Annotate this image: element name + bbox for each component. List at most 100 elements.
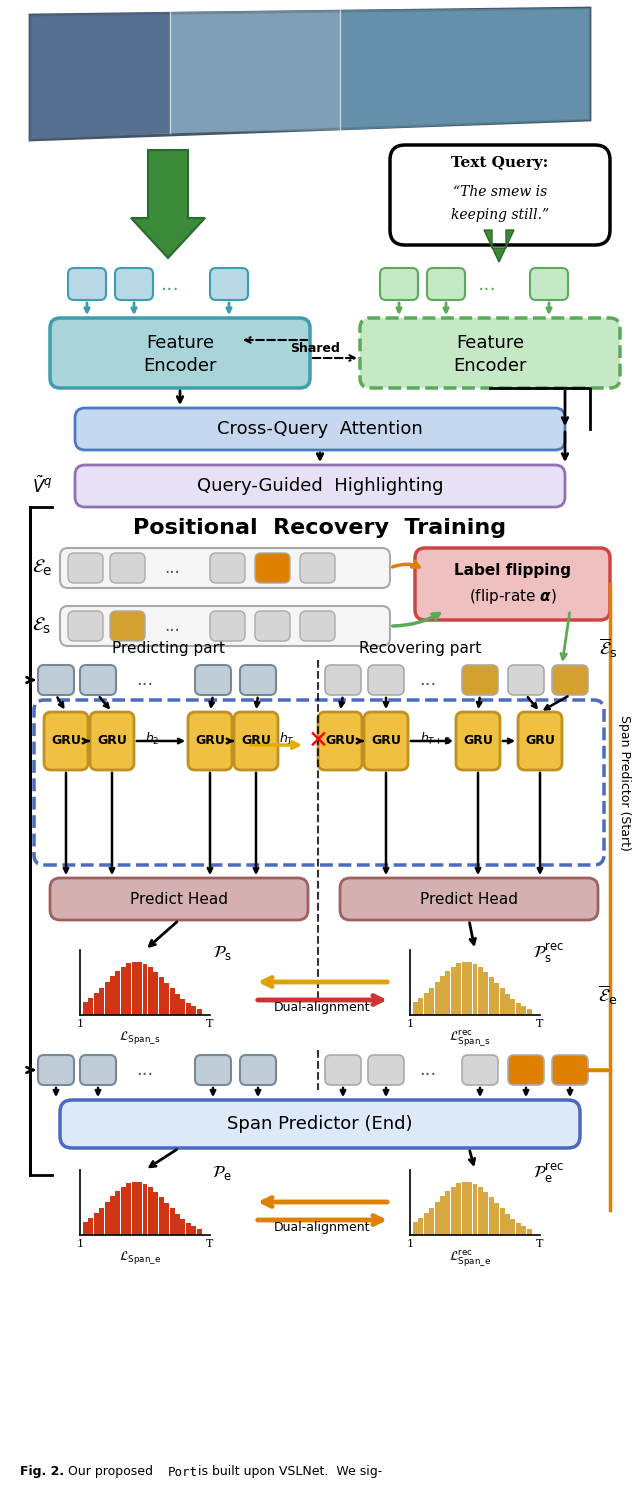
Bar bbox=[186, 1222, 191, 1236]
FancyBboxPatch shape bbox=[390, 146, 610, 245]
FancyBboxPatch shape bbox=[255, 611, 290, 641]
FancyBboxPatch shape bbox=[80, 1054, 116, 1086]
FancyBboxPatch shape bbox=[340, 877, 598, 920]
Bar bbox=[191, 1007, 196, 1016]
FancyBboxPatch shape bbox=[364, 712, 408, 770]
Text: Cross-Query  Attention: Cross-Query Attention bbox=[217, 419, 423, 439]
Text: ...: ... bbox=[164, 559, 180, 577]
FancyBboxPatch shape bbox=[195, 665, 231, 694]
Bar bbox=[88, 1218, 93, 1236]
FancyBboxPatch shape bbox=[68, 611, 103, 641]
Text: Label flipping: Label flipping bbox=[454, 562, 571, 577]
FancyBboxPatch shape bbox=[300, 611, 335, 641]
Polygon shape bbox=[340, 7, 590, 129]
Bar bbox=[126, 1184, 131, 1236]
Text: ✕: ✕ bbox=[307, 729, 328, 752]
Text: Our proposed: Our proposed bbox=[68, 1466, 153, 1478]
Text: Text Query:: Text Query: bbox=[451, 156, 548, 170]
Text: ...: ... bbox=[477, 275, 497, 294]
Polygon shape bbox=[30, 7, 590, 140]
Text: GRU: GRU bbox=[97, 735, 127, 748]
Bar bbox=[435, 981, 440, 1016]
Bar bbox=[521, 1007, 526, 1016]
Bar bbox=[186, 1002, 191, 1016]
Polygon shape bbox=[131, 150, 205, 259]
Text: “The smew is: “The smew is bbox=[453, 184, 547, 199]
FancyBboxPatch shape bbox=[552, 1054, 588, 1086]
Bar bbox=[154, 1191, 158, 1236]
FancyBboxPatch shape bbox=[115, 268, 153, 300]
Bar bbox=[143, 964, 147, 1016]
FancyBboxPatch shape bbox=[210, 553, 245, 583]
Bar bbox=[413, 1002, 418, 1016]
Text: GRU: GRU bbox=[241, 735, 271, 748]
Text: Predicting part: Predicting part bbox=[111, 641, 225, 656]
Bar bbox=[137, 1182, 142, 1236]
Text: $\mathcal{L}_{\mathrm{Span\_e}}^{\mathrm{rec}}$: $\mathcal{L}_{\mathrm{Span\_e}}^{\mathrm… bbox=[449, 1248, 491, 1268]
Text: Port: Port bbox=[168, 1466, 198, 1478]
Bar bbox=[483, 971, 488, 1016]
Bar bbox=[527, 1008, 532, 1016]
Bar bbox=[175, 993, 180, 1016]
Bar bbox=[154, 971, 158, 1016]
FancyBboxPatch shape bbox=[300, 553, 335, 583]
Bar bbox=[99, 1207, 104, 1236]
FancyBboxPatch shape bbox=[552, 665, 588, 694]
FancyBboxPatch shape bbox=[80, 665, 116, 694]
Bar bbox=[132, 1182, 137, 1236]
Text: 1: 1 bbox=[406, 1239, 413, 1249]
Polygon shape bbox=[170, 10, 340, 132]
Text: Shared: Shared bbox=[290, 342, 340, 354]
Text: Dual-alignment: Dual-alignment bbox=[274, 1002, 371, 1014]
Text: Span Predictor (End): Span Predictor (End) bbox=[227, 1115, 413, 1133]
Bar bbox=[500, 1209, 504, 1236]
Text: ...: ... bbox=[161, 275, 179, 294]
Text: 1: 1 bbox=[76, 1239, 84, 1249]
FancyBboxPatch shape bbox=[508, 665, 544, 694]
Bar bbox=[132, 962, 137, 1016]
Text: Feature: Feature bbox=[146, 335, 214, 352]
Bar bbox=[88, 998, 93, 1016]
FancyBboxPatch shape bbox=[68, 268, 106, 300]
Bar bbox=[505, 993, 510, 1016]
FancyBboxPatch shape bbox=[188, 712, 232, 770]
FancyBboxPatch shape bbox=[380, 268, 418, 300]
Bar bbox=[180, 999, 186, 1016]
FancyBboxPatch shape bbox=[60, 1100, 580, 1148]
Bar bbox=[110, 1197, 115, 1236]
FancyBboxPatch shape bbox=[75, 407, 565, 451]
FancyBboxPatch shape bbox=[462, 1054, 498, 1086]
FancyBboxPatch shape bbox=[44, 712, 88, 770]
Bar bbox=[159, 1197, 164, 1236]
Text: $h_2$: $h_2$ bbox=[145, 732, 159, 746]
FancyBboxPatch shape bbox=[50, 318, 310, 388]
Text: Positional  Recovery  Training: Positional Recovery Training bbox=[133, 517, 507, 538]
Text: $\mathcal{E}_{\mathrm{e}}$: $\mathcal{E}_{\mathrm{e}}$ bbox=[31, 558, 52, 578]
Bar bbox=[489, 1197, 493, 1236]
Bar bbox=[191, 1227, 196, 1236]
Text: $\mathcal{L}_{\mathrm{Span\_s}}$: $\mathcal{L}_{\mathrm{Span\_s}}$ bbox=[119, 1029, 161, 1047]
Text: Dual-alignment: Dual-alignment bbox=[274, 1221, 371, 1234]
Bar bbox=[429, 1207, 434, 1236]
Text: $\tilde{V}^q$: $\tilde{V}^q$ bbox=[32, 476, 52, 497]
Bar bbox=[110, 977, 115, 1016]
Text: 1: 1 bbox=[406, 1019, 413, 1029]
FancyBboxPatch shape bbox=[368, 1054, 404, 1086]
Bar bbox=[93, 1213, 99, 1236]
FancyBboxPatch shape bbox=[195, 1054, 231, 1086]
FancyBboxPatch shape bbox=[530, 268, 568, 300]
Bar bbox=[435, 1201, 440, 1236]
Bar bbox=[424, 1213, 429, 1236]
Text: $\mathcal{P}_{\mathrm{e}}^{\mathrm{rec}}$: $\mathcal{P}_{\mathrm{e}}^{\mathrm{rec}}… bbox=[532, 1161, 563, 1185]
Bar bbox=[478, 1187, 483, 1236]
FancyBboxPatch shape bbox=[360, 318, 620, 388]
Text: GRU: GRU bbox=[371, 735, 401, 748]
FancyBboxPatch shape bbox=[75, 465, 565, 507]
Bar bbox=[511, 1219, 515, 1236]
Bar bbox=[527, 1228, 532, 1236]
Text: Encoder: Encoder bbox=[143, 357, 217, 375]
Text: $\mathcal{E}_{\mathrm{s}}$: $\mathcal{E}_{\mathrm{s}}$ bbox=[32, 616, 52, 636]
Text: $\mathcal{P}_{\mathrm{s}}$: $\mathcal{P}_{\mathrm{s}}$ bbox=[212, 944, 232, 962]
Text: T: T bbox=[206, 1019, 214, 1029]
Text: $\overline{\mathcal{E}}_{\mathrm{s}}$: $\overline{\mathcal{E}}_{\mathrm{s}}$ bbox=[599, 636, 617, 660]
